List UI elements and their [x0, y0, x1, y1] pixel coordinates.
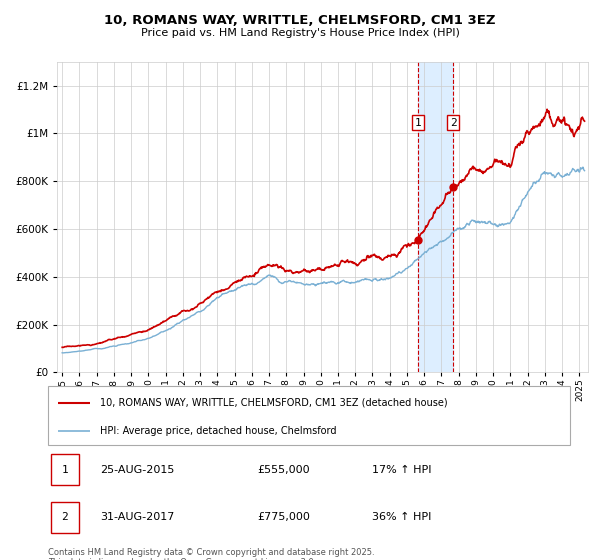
Text: Contains HM Land Registry data © Crown copyright and database right 2025.
This d: Contains HM Land Registry data © Crown c…: [48, 548, 374, 560]
Text: 1: 1: [62, 465, 68, 475]
Text: £555,000: £555,000: [257, 465, 310, 475]
Bar: [50, 455, 79, 486]
Text: 2: 2: [449, 118, 457, 128]
Text: 31-AUG-2017: 31-AUG-2017: [100, 512, 175, 522]
Text: 10, ROMANS WAY, WRITTLE, CHELMSFORD, CM1 3EZ (detached house): 10, ROMANS WAY, WRITTLE, CHELMSFORD, CM1…: [100, 398, 448, 408]
Text: 36% ↑ HPI: 36% ↑ HPI: [371, 512, 431, 522]
Text: 1: 1: [415, 118, 422, 128]
Text: £775,000: £775,000: [257, 512, 310, 522]
Text: 10, ROMANS WAY, WRITTLE, CHELMSFORD, CM1 3EZ: 10, ROMANS WAY, WRITTLE, CHELMSFORD, CM1…: [104, 14, 496, 27]
Text: 25-AUG-2015: 25-AUG-2015: [100, 465, 175, 475]
Bar: [50, 502, 79, 533]
Text: HPI: Average price, detached house, Chelmsford: HPI: Average price, detached house, Chel…: [100, 426, 337, 436]
Text: 2: 2: [62, 512, 68, 522]
Text: 17% ↑ HPI: 17% ↑ HPI: [371, 465, 431, 475]
Text: Price paid vs. HM Land Registry's House Price Index (HPI): Price paid vs. HM Land Registry's House …: [140, 28, 460, 38]
Bar: [418, 62, 453, 372]
